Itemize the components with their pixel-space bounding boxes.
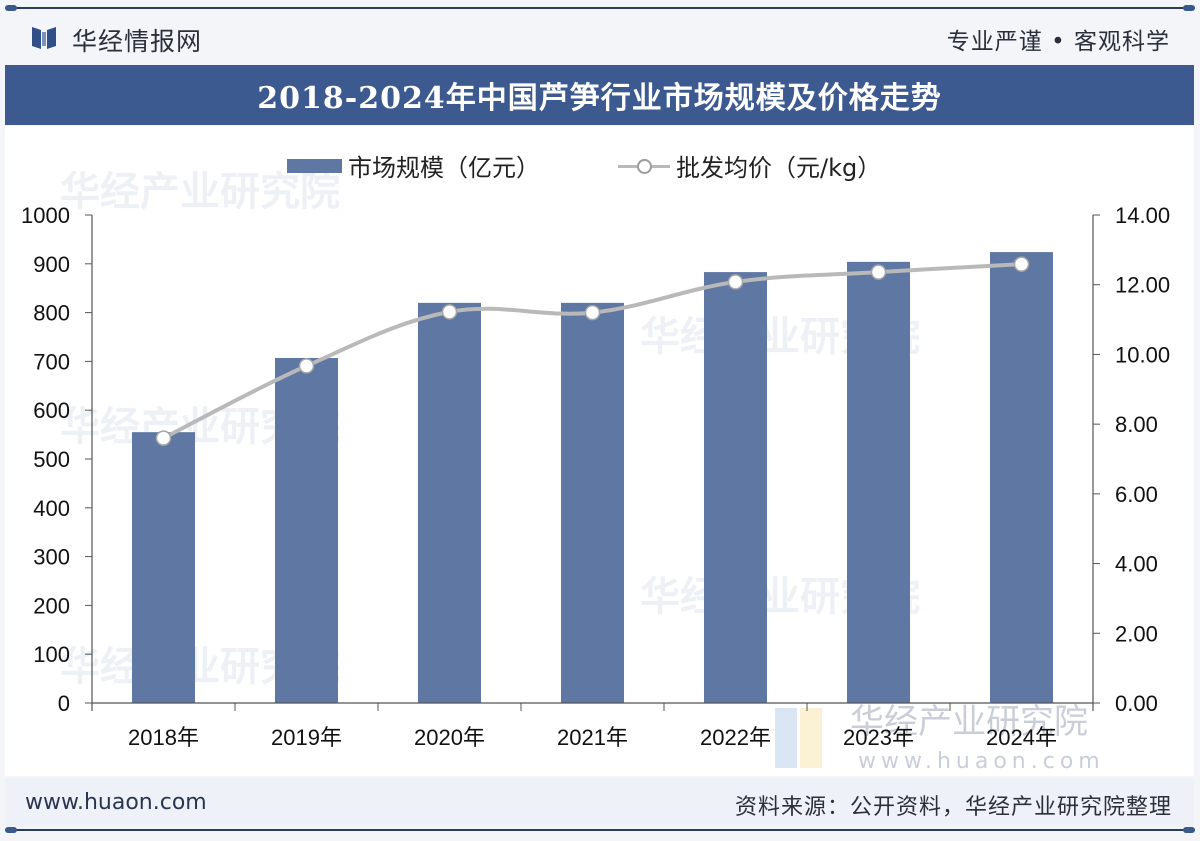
bar-2019年 (275, 357, 338, 703)
right-tick-label: 10.00 (1115, 342, 1170, 367)
axis-labels: 0 100 200 300 400 500 600 700 800 900 1000 0.00 2.00… (21, 203, 1170, 750)
bar-2024年 (990, 252, 1053, 703)
price-point-2024年 (1013, 256, 1030, 272)
bar-2021年 (561, 302, 624, 703)
watermark-logo (775, 708, 797, 768)
bar-2018年 (132, 432, 195, 703)
watermark-url: www.huaon.com (858, 749, 1105, 774)
watermark-logo (800, 708, 822, 768)
price-point-2020年 (441, 304, 458, 320)
brand-name: 华经情报网 (72, 27, 203, 56)
left-tick-label: 200 (33, 593, 70, 618)
price-line (155, 256, 1030, 446)
bottom-divider (5, 827, 1195, 833)
left-tick-label: 400 (33, 496, 70, 521)
price-point-2018年 (155, 430, 172, 446)
bar-2023年 (847, 261, 910, 703)
bar-2020年 (418, 302, 481, 703)
legend-label: 批发均价（元/kg） (676, 154, 882, 182)
price-point-2021年 (584, 304, 601, 321)
watermarks: 华经产业研究院华经产业研究院华经产业研究院华经产业研究院华经产业研究院华经产业研… (60, 169, 1105, 774)
title-bar: 2018-2024年中国芦笋行业市场规模及价格走势 (5, 65, 1194, 125)
x-tick-label: 2020年 (414, 725, 485, 750)
x-tick-label: 2021年 (557, 725, 628, 750)
right-tick-label: 0.00 (1115, 691, 1158, 716)
slogan: 专业严谨 • 客观科学 (946, 29, 1170, 55)
bar-2022年 (704, 272, 767, 703)
left-tick-label: 300 (33, 545, 70, 570)
left-tick-label: 1000 (21, 203, 70, 228)
legend-line-swatch (618, 158, 670, 174)
x-tick-label: 2023年 (843, 725, 914, 750)
left-tick-label: 600 (33, 398, 70, 423)
source-note: 资料来源：公开资料，华经产业研究院整理 (734, 795, 1172, 820)
axes (85, 214, 1100, 711)
right-tick-label: 6.00 (1115, 482, 1158, 507)
bars (132, 252, 1053, 703)
x-tick-label: 2019年 (271, 725, 342, 750)
left-tick-label: 100 (33, 642, 70, 667)
book-logo-icon (32, 27, 56, 49)
price-point-2022年 (727, 274, 744, 290)
watermark-text: 华经产业研究院 (60, 169, 340, 215)
legend-item-price: 批发均价（元/kg） (618, 148, 881, 183)
divider-cap (1183, 5, 1195, 11)
legend-bar-swatch (287, 158, 342, 173)
footer: www.huaon.com 资料来源：公开资料，华经产业研究院整理 (5, 778, 1194, 826)
right-tick-label: 2.00 (1115, 621, 1158, 646)
left-tick-label: 800 (33, 301, 70, 326)
legend: 市场规模（亿元） 批发均价（元/kg） (0, 140, 1200, 183)
left-tick-label: 0 (58, 691, 70, 716)
x-tick-label: 2018年 (128, 725, 199, 750)
right-tick-label: 14.00 (1115, 203, 1170, 228)
price-point-2023年 (870, 264, 887, 280)
chart-title: 2018-2024年中国芦笋行业市场规模及价格走势 (257, 81, 942, 116)
header: 华经情报网 专业严谨 • 客观科学 (0, 12, 1200, 62)
x-tick-label: 2024年 (986, 725, 1057, 750)
top-divider (5, 5, 1195, 11)
right-tick-label: 4.00 (1115, 552, 1158, 577)
divider-cap (5, 827, 17, 833)
x-tick-label: 2022年 (700, 725, 771, 750)
legend-item-market-size: 市场规模（亿元） (287, 148, 540, 183)
left-tick-label: 500 (33, 447, 70, 472)
divider-cap (1183, 827, 1195, 833)
legend-label: 市场规模（亿元） (348, 154, 540, 182)
left-tick-label: 700 (33, 349, 70, 374)
divider-cap (5, 5, 17, 11)
right-tick-label: 12.00 (1115, 273, 1170, 298)
price-point-2019年 (298, 358, 315, 374)
watermark-text: 华经产业研究院 (850, 702, 1088, 742)
left-tick-label: 900 (33, 252, 70, 277)
right-tick-label: 8.00 (1115, 412, 1158, 437)
site-url[interactable]: www.huaon.com (25, 790, 207, 815)
